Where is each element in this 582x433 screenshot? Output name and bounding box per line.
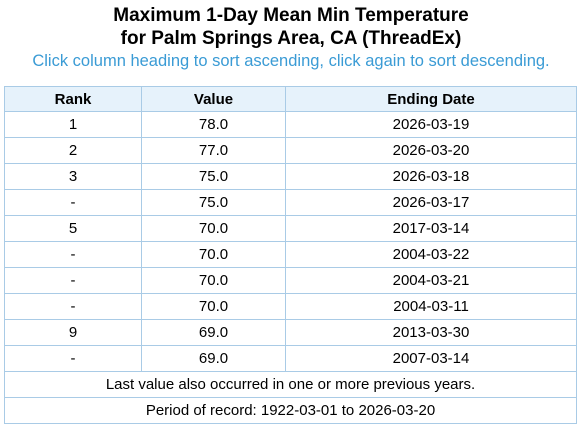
table-row: - 69.0 2007-03-14 [4, 345, 577, 372]
rank-cell: - [4, 267, 142, 294]
tie-footnote: Last value also occurred in one or more … [4, 371, 577, 398]
records-table: Rank Value Ending Date 1 78.0 2026-03-19… [4, 86, 577, 424]
title-line-1: Maximum 1-Day Mean Min Temperature [113, 5, 469, 26]
table-row: 5 70.0 2017-03-14 [4, 215, 577, 242]
table-row: - 75.0 2026-03-17 [4, 189, 577, 216]
column-header-ending-date[interactable]: Ending Date [285, 86, 577, 112]
value-cell: 70.0 [141, 293, 286, 320]
table-row: - 70.0 2004-03-11 [4, 293, 577, 320]
table-row: - 70.0 2004-03-21 [4, 267, 577, 294]
ending-date-cell: 2007-03-14 [285, 345, 577, 372]
value-cell: 78.0 [141, 111, 286, 138]
value-cell: 75.0 [141, 163, 286, 190]
title-line-2: for Palm Springs Area, CA (ThreadEx) [120, 28, 462, 49]
value-cell: 69.0 [141, 319, 286, 346]
sort-instructions: Click column heading to sort ascending, … [32, 52, 550, 70]
rank-cell: 2 [4, 137, 142, 164]
table-row: 3 75.0 2026-03-18 [4, 163, 577, 190]
value-cell: 70.0 [141, 215, 286, 242]
ending-date-cell: 2004-03-11 [285, 293, 577, 320]
period-row: Period of record: 1922-03-01 to 2026-03-… [4, 397, 577, 424]
value-cell: 75.0 [141, 189, 286, 216]
table-row: 1 78.0 2026-03-19 [4, 111, 577, 138]
ending-date-cell: 2026-03-20 [285, 137, 577, 164]
table-row: 9 69.0 2013-03-30 [4, 319, 577, 346]
rank-cell: - [4, 189, 142, 216]
footnote-row: Last value also occurred in one or more … [4, 371, 577, 398]
table-header-row: Rank Value Ending Date [4, 86, 577, 112]
value-cell: 70.0 [141, 267, 286, 294]
rank-cell: 5 [4, 215, 142, 242]
ending-date-cell: 2004-03-22 [285, 241, 577, 268]
value-cell: 77.0 [141, 137, 286, 164]
rank-cell: 3 [4, 163, 142, 190]
ending-date-cell: 2026-03-18 [285, 163, 577, 190]
ending-date-cell: 2026-03-19 [285, 111, 577, 138]
rank-cell: - [4, 345, 142, 372]
column-header-rank[interactable]: Rank [4, 86, 142, 112]
rank-cell: 9 [4, 319, 142, 346]
ending-date-cell: 2004-03-21 [285, 267, 577, 294]
rank-cell: 1 [4, 111, 142, 138]
value-cell: 70.0 [141, 241, 286, 268]
ending-date-cell: 2026-03-17 [285, 189, 577, 216]
value-cell: 69.0 [141, 345, 286, 372]
rank-cell: - [4, 293, 142, 320]
rank-cell: - [4, 241, 142, 268]
column-header-value[interactable]: Value [141, 86, 286, 112]
table-row: - 70.0 2004-03-22 [4, 241, 577, 268]
table-row: 2 77.0 2026-03-20 [4, 137, 577, 164]
period-of-record: Period of record: 1922-03-01 to 2026-03-… [4, 397, 577, 424]
ending-date-cell: 2017-03-14 [285, 215, 577, 242]
ending-date-cell: 2013-03-30 [285, 319, 577, 346]
page-title: Maximum 1-Day Mean Min Temperature for P… [0, 0, 582, 50]
